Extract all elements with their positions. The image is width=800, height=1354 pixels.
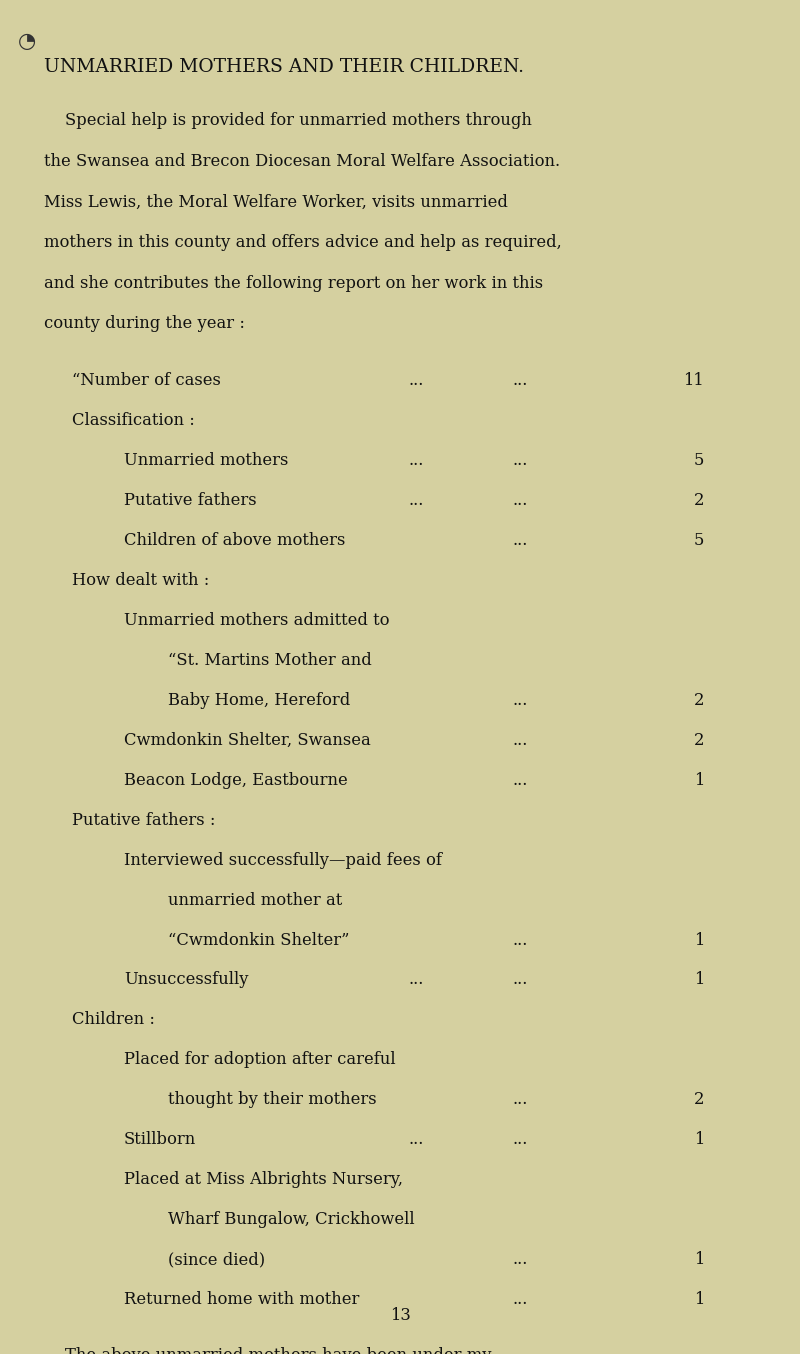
- Text: Children of above mothers: Children of above mothers: [124, 532, 346, 550]
- Text: ...: ...: [512, 692, 528, 709]
- Text: mothers in this county and offers advice and help as required,: mothers in this county and offers advice…: [44, 234, 562, 252]
- Text: 5: 5: [694, 452, 704, 470]
- Text: ...: ...: [512, 731, 528, 749]
- Text: ...: ...: [512, 932, 528, 949]
- Text: Baby Home, Hereford: Baby Home, Hereford: [168, 692, 350, 709]
- Text: 1: 1: [694, 772, 704, 789]
- Text: the Swansea and Brecon Diocesan Moral Welfare Association.: the Swansea and Brecon Diocesan Moral We…: [44, 153, 560, 171]
- Text: Unmarried mothers: Unmarried mothers: [124, 452, 288, 470]
- Text: Putative fathers :: Putative fathers :: [72, 811, 215, 829]
- Text: ...: ...: [512, 532, 528, 550]
- Text: and she contributes the following report on her work in this: and she contributes the following report…: [44, 275, 543, 292]
- Text: ...: ...: [408, 971, 424, 988]
- Text: thought by their mothers: thought by their mothers: [168, 1091, 377, 1109]
- Text: 2: 2: [694, 1091, 704, 1109]
- Text: ...: ...: [512, 1091, 528, 1109]
- Text: county during the year :: county during the year :: [44, 315, 245, 333]
- Text: ...: ...: [408, 372, 424, 390]
- Text: Cwmdonkin Shelter, Swansea: Cwmdonkin Shelter, Swansea: [124, 731, 370, 749]
- Text: How dealt with :: How dealt with :: [72, 573, 210, 589]
- Text: ...: ...: [512, 772, 528, 789]
- Text: ...: ...: [512, 372, 528, 390]
- Text: Stillborn: Stillborn: [124, 1131, 196, 1148]
- Text: ...: ...: [512, 1290, 528, 1308]
- Text: Returned home with mother: Returned home with mother: [124, 1290, 359, 1308]
- Text: UNMARRIED MOTHERS AND THEIR CHILDREN.: UNMARRIED MOTHERS AND THEIR CHILDREN.: [44, 58, 524, 76]
- Text: ...: ...: [408, 493, 424, 509]
- Text: 2: 2: [694, 692, 704, 709]
- Text: ...: ...: [512, 1131, 528, 1148]
- Text: “Number of cases: “Number of cases: [72, 372, 221, 390]
- Text: 13: 13: [390, 1307, 410, 1324]
- Text: Unsuccessfully: Unsuccessfully: [124, 971, 249, 988]
- Text: 5: 5: [694, 532, 704, 550]
- Text: 1: 1: [694, 1251, 704, 1269]
- Text: unmarried mother at: unmarried mother at: [168, 891, 342, 909]
- Text: 1: 1: [694, 932, 704, 949]
- Text: Children :: Children :: [72, 1011, 155, 1029]
- Text: 2: 2: [694, 731, 704, 749]
- Text: Classification :: Classification :: [72, 413, 195, 429]
- Text: Placed at Miss Albrights Nursery,: Placed at Miss Albrights Nursery,: [124, 1171, 403, 1189]
- Text: ...: ...: [408, 452, 424, 470]
- Text: 1: 1: [694, 1131, 704, 1148]
- Text: ...: ...: [512, 971, 528, 988]
- Text: (since died): (since died): [168, 1251, 265, 1269]
- Text: Miss Lewis, the Moral Welfare Worker, visits unmarried: Miss Lewis, the Moral Welfare Worker, vi…: [44, 194, 508, 211]
- Text: 2: 2: [694, 493, 704, 509]
- Text: 1: 1: [694, 1290, 704, 1308]
- Text: Unmarried mothers admitted to: Unmarried mothers admitted to: [124, 612, 390, 630]
- Text: Special help is provided for unmarried mothers through: Special help is provided for unmarried m…: [44, 112, 532, 130]
- Text: ...: ...: [512, 493, 528, 509]
- Text: ...: ...: [512, 452, 528, 470]
- Text: “St. Martins Mother and: “St. Martins Mother and: [168, 651, 372, 669]
- Text: Interviewed successfully—paid fees of: Interviewed successfully—paid fees of: [124, 852, 442, 869]
- Text: Wharf Bungalow, Crickhowell: Wharf Bungalow, Crickhowell: [168, 1210, 414, 1228]
- Text: Putative fathers: Putative fathers: [124, 493, 257, 509]
- Text: 1: 1: [694, 971, 704, 988]
- Text: The above unmarried mothers have been under my: The above unmarried mothers have been un…: [44, 1347, 491, 1354]
- Text: “Cwmdonkin Shelter”: “Cwmdonkin Shelter”: [168, 932, 350, 949]
- Text: ...: ...: [512, 1251, 528, 1269]
- Text: Placed for adoption after careful: Placed for adoption after careful: [124, 1051, 396, 1068]
- Text: Beacon Lodge, Eastbourne: Beacon Lodge, Eastbourne: [124, 772, 348, 789]
- Text: ◔: ◔: [18, 31, 36, 51]
- Text: ...: ...: [408, 1131, 424, 1148]
- Text: 11: 11: [683, 372, 704, 390]
